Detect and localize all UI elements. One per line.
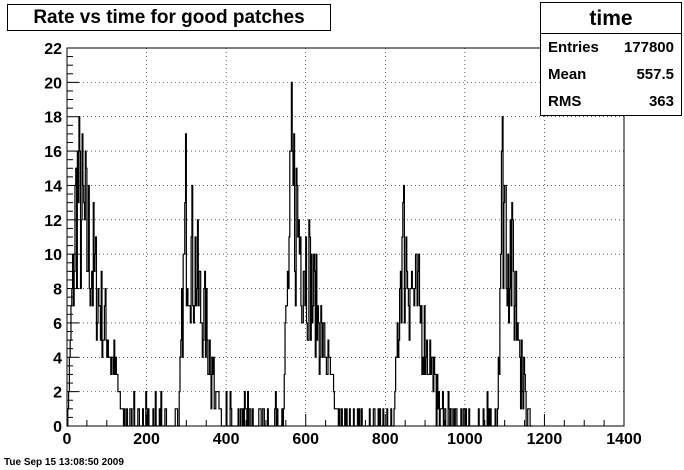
y-tick-label: 2 [53, 385, 62, 402]
stats-rms-value: 363 [648, 93, 674, 110]
stats-row-entries: Entries 177800 [541, 34, 681, 61]
axis-ticks [66, 47, 625, 427]
x-tick-label: 1400 [606, 431, 642, 448]
y-tick-label: 10 [44, 247, 62, 264]
y-tick-label: 4 [53, 350, 62, 367]
stats-title: time [541, 3, 681, 34]
histogram-bars [67, 81, 533, 427]
y-tick-label: 22 [44, 41, 62, 58]
y-tick-label: 0 [53, 419, 62, 436]
y-tick-label: 16 [44, 144, 62, 161]
stats-rms-label: RMS [548, 93, 582, 110]
y-tick-label: 6 [53, 316, 62, 333]
x-tick-label: 1200 [527, 431, 563, 448]
chart-title: Rate vs time for good patches [7, 4, 331, 31]
stats-mean-value: 557.5 [636, 66, 674, 83]
grid [66, 47, 625, 427]
x-tick-label: 200 [133, 431, 160, 448]
footer-timestamp: Tue Sep 15 13:08:50 2009 [4, 457, 124, 468]
histogram-line [67, 81, 533, 427]
x-tick-label: 400 [213, 431, 240, 448]
stats-entries-value: 177800 [623, 39, 674, 56]
stats-mean-label: Mean [548, 66, 587, 83]
y-tick-label: 20 [44, 75, 62, 92]
x-tick-label: 0 [63, 431, 72, 448]
stats-row-mean: Mean 557.5 [541, 61, 681, 88]
y-tick-label: 8 [53, 282, 62, 299]
x-tick-label: 800 [372, 431, 399, 448]
y-tick-label: 14 [44, 178, 62, 195]
y-tick-label: 12 [44, 213, 62, 230]
y-tick-label: 18 [44, 110, 62, 127]
axis-tick-labels: 0 200 400 600 800 1000 1200 1400 0 2 4 6 8 10 12 14 16 18… [44, 41, 642, 448]
stats-box: time Entries 177800 Mean 557.5 RMS 363 [540, 2, 682, 116]
x-tick-label: 1000 [447, 431, 483, 448]
stats-row-rms: RMS 363 [541, 88, 681, 115]
x-tick-label: 600 [292, 431, 319, 448]
stats-entries-label: Entries [548, 39, 599, 56]
